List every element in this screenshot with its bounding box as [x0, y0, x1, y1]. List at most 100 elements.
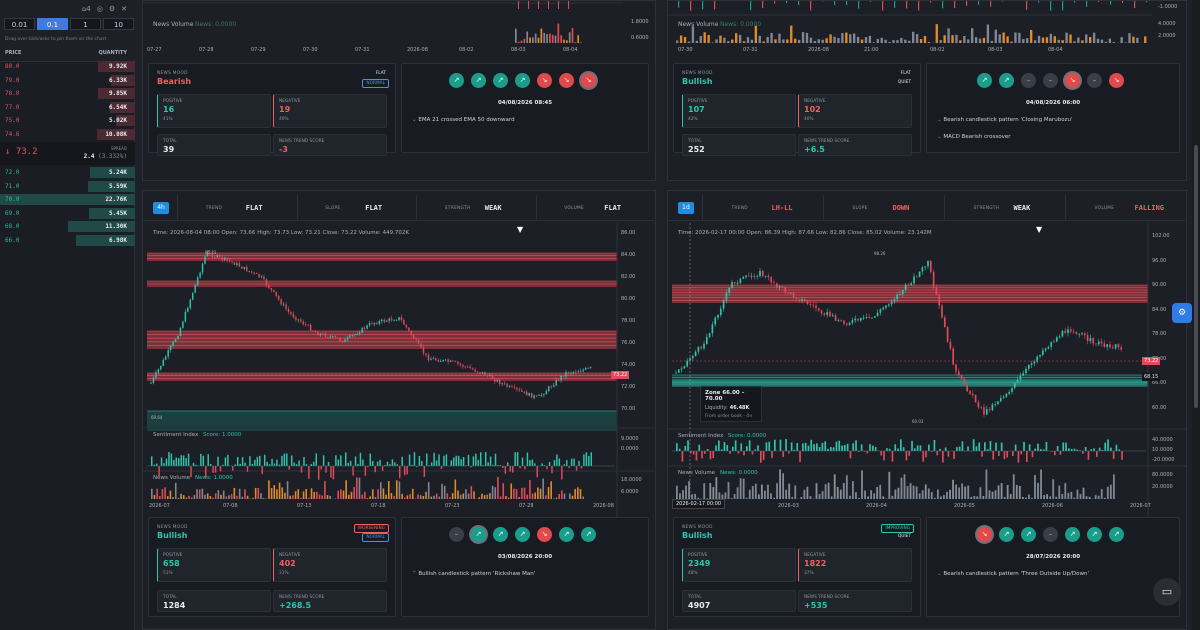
bell-icon[interactable]: ◎	[96, 5, 103, 13]
bullish-signal-icon[interactable]: ↗	[493, 527, 508, 542]
news-volume-bar	[1018, 485, 1021, 499]
bullish-signal-icon[interactable]: ↗	[515, 527, 530, 542]
bearish-signal-icon[interactable]: ↘	[537, 73, 552, 88]
news-volume-bar	[858, 497, 860, 499]
gear-icon[interactable]: ⚙	[108, 5, 116, 13]
neutral-signal-icon[interactable]: –	[1043, 73, 1058, 88]
price-candle	[906, 1, 908, 9]
price-candle	[894, 1, 896, 8]
bullish-signal-icon[interactable]: ↗	[977, 73, 992, 88]
bearish-signal-icon[interactable]: ↘	[581, 73, 596, 88]
sentiment-bar	[403, 466, 406, 476]
chart-panel-4h: 4h TREND FLAT SLOPE FLAT STRENGTH WEAK VOLUME FL…	[142, 190, 656, 630]
bullish-signal-icon[interactable]: ↗	[559, 527, 574, 542]
bearish-signal-icon[interactable]: ↘	[1109, 73, 1124, 88]
price-candle	[152, 377, 155, 383]
chat-button[interactable]: ▭	[1153, 578, 1181, 606]
price-candle	[708, 333, 711, 338]
precision-option-active[interactable]: 0.1	[37, 18, 68, 30]
precision-option[interactable]: 0.01	[4, 18, 35, 30]
marker-triangle-icon: ▼	[517, 225, 524, 234]
ask-row[interactable]: 77.0 6.54K	[0, 101, 135, 113]
bullish-signal-icon[interactable]: ↗	[1065, 527, 1080, 542]
precision-option[interactable]: 1	[70, 18, 101, 30]
precision-option[interactable]: 10	[103, 18, 134, 30]
bid-row[interactable]: 66.0 6.98K	[0, 234, 135, 246]
news-volume-bar	[715, 477, 718, 499]
price-candle	[733, 282, 736, 284]
sentiment-bar	[399, 466, 401, 479]
bearish-signal-icon[interactable]: ↘	[977, 527, 992, 542]
bullish-signal-icon[interactable]: ↗	[1021, 527, 1036, 542]
news-volume-bar	[217, 490, 220, 499]
ask-row[interactable]: 80.0 9.92K	[0, 61, 135, 72]
ask-depth-bar	[110, 101, 135, 113]
neutral-signal-icon[interactable]: –	[1021, 73, 1036, 88]
neutral-signal-icon[interactable]: –	[1043, 527, 1058, 542]
ask-row[interactable]: 75.0 5.02K	[0, 115, 135, 126]
price-candle	[1013, 382, 1016, 388]
close-icon[interactable]: ✕	[121, 5, 127, 13]
sentiment-bar	[737, 451, 740, 454]
marker-triangle-icon: ▼	[1036, 225, 1043, 234]
ask-row[interactable]: 74.6 10.08K	[0, 128, 135, 140]
sentiment-bar	[925, 451, 927, 458]
timeframe-button[interactable]: 1d	[678, 202, 694, 214]
bid-row[interactable]: 68.0 11.30K	[0, 221, 135, 232]
sentiment-bar	[874, 447, 877, 451]
sentiment-bar	[827, 448, 829, 451]
sentiment-bar	[1070, 448, 1073, 451]
price-chart[interactable]	[668, 223, 1186, 541]
news-volume-bar	[517, 41, 520, 43]
news-volume-bar	[529, 480, 531, 499]
bullish-signal-icon[interactable]: ↗	[999, 73, 1014, 88]
bullish-signal-icon[interactable]: ↗	[581, 527, 596, 542]
bullish-signal-icon[interactable]: ↗	[515, 73, 530, 88]
sentiment-bar	[695, 451, 698, 461]
bullish-signal-icon[interactable]: ↗	[999, 527, 1014, 542]
news-volume-bar	[827, 482, 830, 499]
ask-quantity: 6.54K	[108, 103, 127, 111]
news-volume-bar	[868, 35, 872, 43]
bid-row[interactable]: 70.0 22.76K	[0, 194, 135, 205]
positive-percent: 51%	[163, 571, 173, 576]
bullish-signal-icon[interactable]: ↗	[1087, 527, 1102, 542]
news-volume-bar	[813, 40, 817, 43]
price-chart[interactable]	[143, 223, 655, 541]
scrollbar-thumb[interactable]	[1194, 145, 1198, 408]
bid-row[interactable]: 69.0 5.45K	[0, 207, 135, 219]
ask-row[interactable]: 78.0 9.85K	[0, 88, 135, 99]
sentiment-bar	[325, 466, 327, 473]
news-volume-bar	[563, 39, 565, 43]
news-volume-bar	[153, 495, 156, 499]
bid-row[interactable]: 71.0 5.59K	[0, 180, 135, 192]
timeframe-button[interactable]: 4h	[153, 202, 169, 214]
sentiment-bar	[396, 464, 399, 466]
sentiment-bar	[590, 452, 593, 466]
price-candle	[988, 409, 991, 411]
neutral-signal-icon[interactable]: –	[449, 527, 464, 542]
sentiment-index-label: Sentiment Index	[153, 432, 199, 438]
bid-depth-bar	[87, 180, 135, 192]
bullish-signal-icon[interactable]: ↗	[1109, 527, 1124, 542]
news-volume-bar	[470, 486, 473, 499]
news-volume-bar	[912, 31, 915, 43]
neutral-signal-icon[interactable]: –	[1087, 73, 1102, 88]
price-candle	[410, 330, 413, 336]
signal-event-text: EMA 21 crossed EMA 50 downward	[418, 117, 515, 123]
bullish-signal-icon[interactable]: ↗	[493, 73, 508, 88]
pin-count-icon[interactable]: ⌂4	[81, 5, 91, 13]
bullish-signal-icon[interactable]: ↗	[471, 73, 486, 88]
ask-row[interactable]: 79.0 6.33K	[0, 74, 135, 86]
assistant-robot-button[interactable]: ⚙	[1172, 303, 1192, 323]
news-volume-bar	[1043, 495, 1045, 499]
news-volume-bar	[348, 494, 350, 499]
bid-row[interactable]: 72.0 5.24K	[0, 167, 135, 178]
bearish-signal-icon[interactable]: ↘	[1065, 73, 1080, 88]
bearish-signal-icon[interactable]: ↘	[559, 73, 574, 88]
bearish-signal-icon[interactable]: ↘	[537, 527, 552, 542]
price-candle	[798, 299, 801, 301]
bullish-signal-icon[interactable]: ↗	[449, 73, 464, 88]
bullish-signal-icon[interactable]: ↗	[471, 527, 486, 542]
score-box: NEWS TREND SCORE +535	[798, 590, 912, 612]
